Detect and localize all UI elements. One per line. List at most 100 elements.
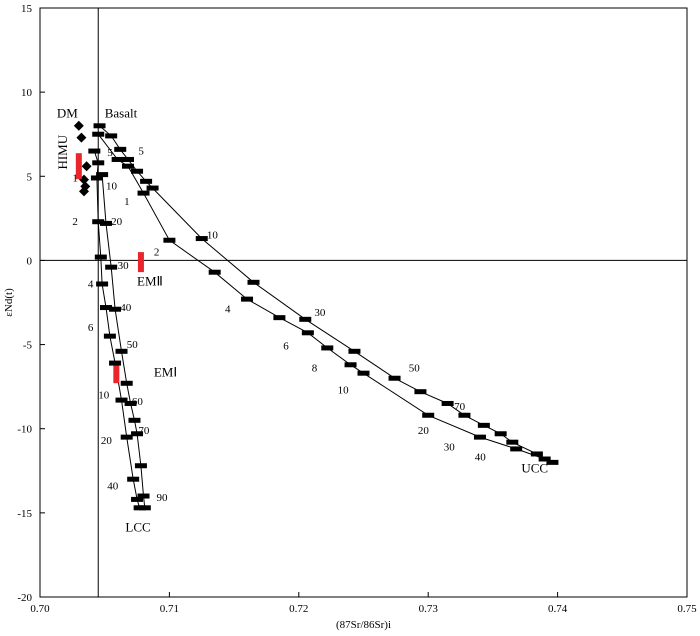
mixing-point: [134, 463, 147, 469]
mixing-point: [99, 305, 112, 311]
mixing-point: [111, 156, 124, 162]
mixing-point: [344, 362, 357, 368]
annotation-label: 1: [124, 196, 130, 208]
annotation-label: 4: [225, 304, 231, 316]
mixing-point: [140, 178, 153, 184]
mixing-point: [195, 236, 208, 242]
plot-frame: [39, 7, 688, 598]
annotation-label: 5: [138, 145, 144, 157]
mixing-point: [473, 434, 486, 440]
y-tick-label: -10: [17, 424, 32, 436]
x-tick-label: 0.70: [30, 603, 50, 615]
mixing-point: [128, 417, 141, 423]
x-tick-label: 0.75: [677, 603, 697, 615]
mixing-point: [88, 148, 101, 154]
annotation-label: 20: [111, 216, 123, 228]
mixing-point: [131, 431, 144, 437]
mixing-point: [131, 496, 144, 502]
mixing-point: [121, 156, 134, 162]
mixing-point: [92, 160, 105, 166]
mixing-point: [120, 434, 133, 440]
annotation-label: 5: [107, 147, 113, 159]
mixing-point: [247, 279, 260, 285]
annotation-label: 6: [283, 341, 289, 353]
mixing-point: [477, 422, 490, 428]
annotation-label: 30: [118, 260, 130, 272]
mixing-point: [146, 185, 159, 191]
mixing-point: [115, 397, 128, 403]
axes: 0.70 0.71 0.72 0.73 0.74 0.75151050-5-10-15-2…: [17, 3, 697, 615]
mixing-curve: [97, 133, 545, 460]
annotation-label: 50: [409, 362, 421, 374]
mixing-point: [208, 269, 221, 275]
mixing-point: [241, 296, 254, 302]
mixing-point: [510, 446, 523, 452]
annotation-label: 8: [312, 362, 318, 374]
mixing-point: [131, 168, 144, 174]
mixing-point: [127, 476, 140, 482]
x-tick-label: 0.73: [419, 603, 439, 615]
annotation-label: 2: [72, 216, 78, 228]
mixing-point: [137, 190, 150, 196]
mixing-point: [105, 264, 118, 270]
annotation-label: 90: [156, 492, 168, 504]
annotation-label: DM: [57, 105, 78, 120]
mixing-point: [299, 316, 312, 322]
y-tick-label: 15: [21, 3, 33, 15]
mixing-point: [494, 431, 507, 437]
reference-lines: [40, 8, 687, 597]
y-tick-label: -20: [17, 592, 32, 604]
mixing-point: [96, 172, 109, 178]
y-tick-label: 0: [27, 255, 33, 267]
annotation-label: Basalt: [105, 105, 138, 120]
annotation-label: 10: [338, 384, 350, 396]
mixing-point: [137, 493, 150, 499]
annotation-label: 20: [418, 425, 430, 437]
mixing-point: [96, 281, 109, 287]
annotation-label: LCC: [125, 519, 150, 534]
data-points: [73, 120, 559, 511]
mixing-point: [163, 237, 176, 243]
mixing-point: [115, 348, 128, 354]
annotation-label: 10: [106, 181, 118, 193]
mixing-point: [93, 123, 106, 129]
mixing-curve: [99, 125, 553, 463]
mixing-curve: [93, 150, 141, 508]
annotation-label: 60: [132, 396, 144, 408]
y-axis-title: εNd(t): [3, 288, 15, 317]
mixing-point: [103, 333, 116, 339]
annotation-label: 40: [120, 302, 132, 314]
annotation-label: 1: [72, 172, 78, 184]
basalt-point: [81, 161, 92, 172]
mixing-point: [441, 400, 454, 406]
y-tick-label: 10: [21, 87, 33, 99]
annotations: DM Basalt HIMU EMⅡ EMⅠ LCC UCC 5 5 1 10 1 2 20 10 2 30 4 4…: [55, 105, 548, 534]
y-tick-label: -5: [23, 340, 33, 352]
mixing-point: [92, 219, 105, 225]
basalt-point: [76, 132, 87, 143]
x-tick-label: 0.71: [160, 603, 179, 615]
x-tick-label: 0.72: [289, 603, 308, 615]
annotation-label: EMⅡ: [137, 274, 163, 289]
annotation-label: HIMU: [55, 134, 70, 169]
mixing-curve: [101, 174, 146, 508]
mixing-point: [105, 133, 118, 139]
annotation-label: 10: [207, 230, 219, 242]
mixing-point: [414, 389, 427, 395]
annotation-label: 30: [314, 307, 326, 319]
mixing-point: [321, 345, 334, 351]
annotation-label: 2: [154, 246, 160, 258]
plot-border: [39, 7, 688, 598]
mixing-point: [458, 412, 471, 418]
mixing-point: [422, 412, 435, 418]
mixing-point: [120, 380, 133, 386]
annotation-label: UCC: [521, 460, 548, 475]
mantle-reservoir-point: [75, 153, 82, 180]
annotation-label: 70: [454, 401, 466, 413]
annotation-label: 6: [88, 322, 94, 334]
annotation-label: 4: [88, 278, 94, 290]
mixing-point: [273, 315, 286, 321]
annotation-label: 30: [444, 442, 456, 454]
mixing-point: [94, 254, 107, 260]
